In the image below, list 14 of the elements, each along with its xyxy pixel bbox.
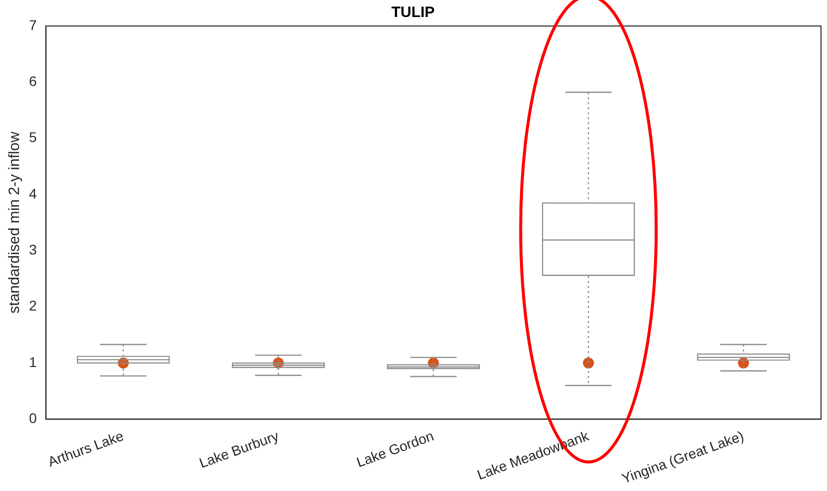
y-axis-title: standardised min 2-y inflow [6, 132, 24, 314]
x-tick-label: Lake Gordon [354, 428, 436, 470]
x-tick-label: Yingina (Great Lake) [620, 428, 746, 487]
y-tick-label: 4 [28, 185, 37, 202]
y-tick-label: 6 [28, 73, 37, 90]
y-tick-label: 2 [28, 298, 37, 314]
x-tick-label: Arthurs Lake [46, 427, 126, 470]
chart-title: TULIP [391, 4, 435, 22]
y-tick-label: 0 [28, 410, 37, 426]
x-tick-label: Lake Burbury [197, 428, 281, 471]
y-tick-label: 7 [28, 16, 37, 33]
y-tick-label: 3 [28, 242, 37, 258]
y-tick-label: 5 [28, 129, 37, 146]
y-tick-label: 1 [28, 354, 37, 370]
